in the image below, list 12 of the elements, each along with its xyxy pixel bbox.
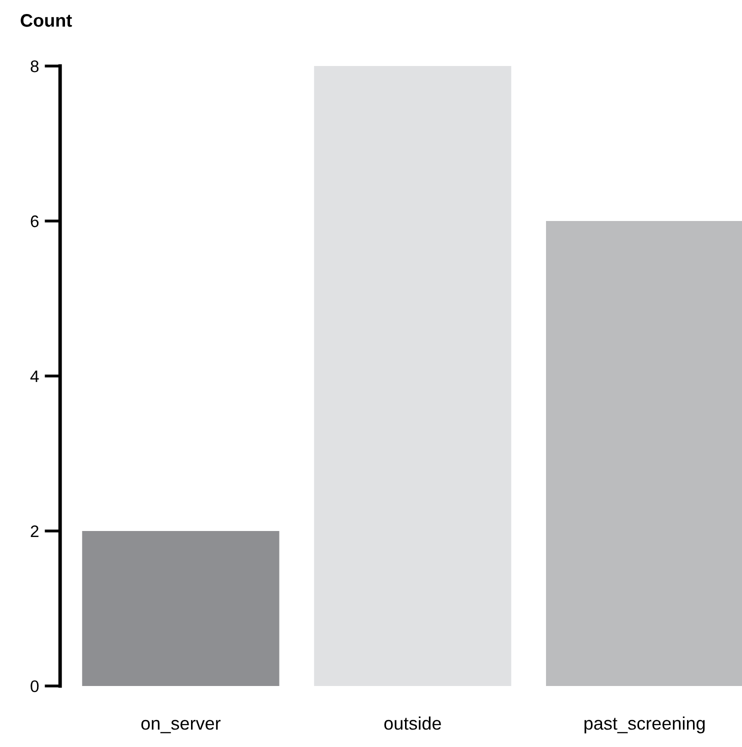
y-tick-label: 2	[30, 525, 38, 538]
y-tick-label: 8	[30, 60, 39, 72]
bar	[546, 221, 742, 686]
x-tick-label: outside	[384, 716, 441, 730]
bar	[82, 530, 280, 686]
x-tick-label: past_screening	[584, 716, 705, 734]
x-tick-label: on_server	[141, 720, 221, 734]
y-tick-label: 6	[30, 215, 39, 228]
y-tick-label: 4	[30, 370, 39, 382]
bar	[314, 66, 512, 686]
y-tick-label: 0	[30, 680, 39, 692]
y-axis-title: Count	[20, 14, 72, 27]
